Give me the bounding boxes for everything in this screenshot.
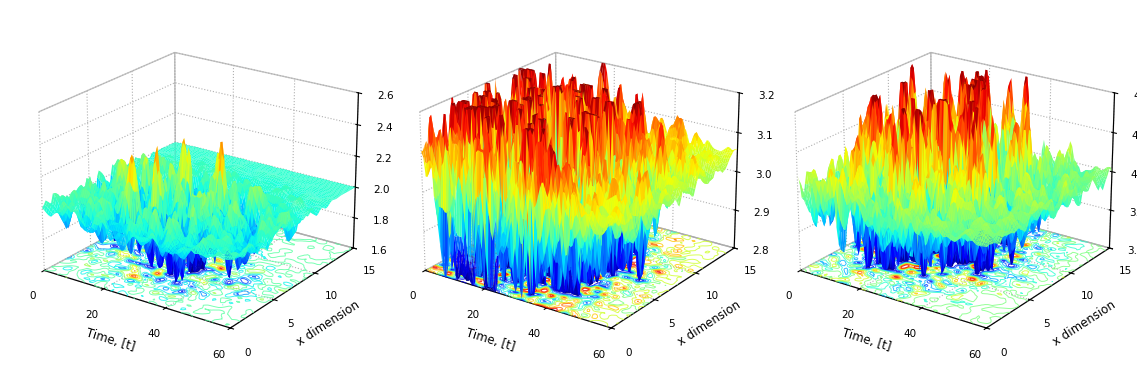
X-axis label: Time, [t]: Time, [t] <box>465 327 517 354</box>
Y-axis label: x dimension: x dimension <box>294 298 362 349</box>
Y-axis label: x dimension: x dimension <box>675 298 742 349</box>
Y-axis label: x dimension: x dimension <box>1051 298 1118 349</box>
X-axis label: Time, [t]: Time, [t] <box>840 327 893 354</box>
X-axis label: Time, [t]: Time, [t] <box>84 327 136 354</box>
